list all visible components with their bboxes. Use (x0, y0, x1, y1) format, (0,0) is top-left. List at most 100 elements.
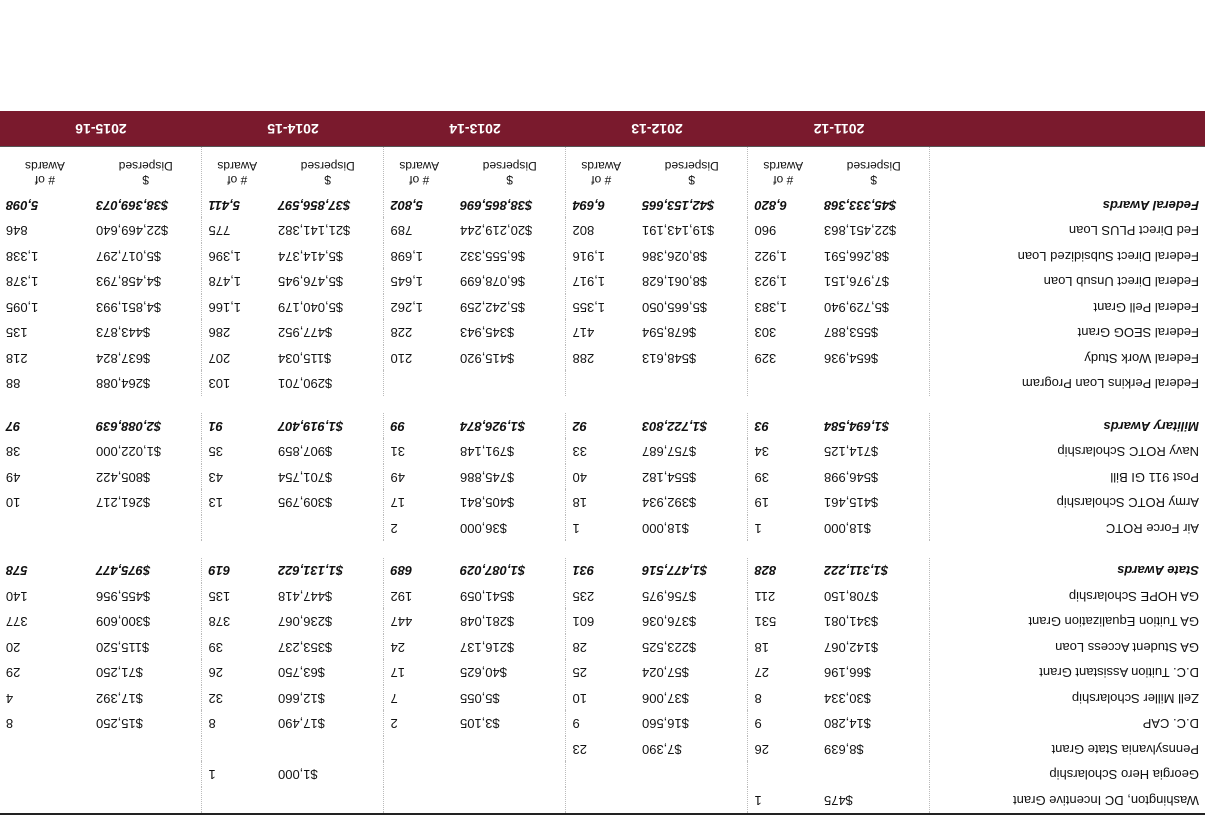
disbursed-cell: $5,017,297 (90, 243, 202, 269)
group-spacer (0, 541, 1205, 558)
row-label: Army ROTC Scholarship (1056, 495, 1199, 511)
awards-cell: 447 (390, 614, 413, 630)
disbursed-cell: $21,141,382 (272, 218, 384, 244)
year-header: 2013-14 (384, 111, 566, 147)
disbursed-cell: $115,520 (90, 634, 202, 660)
disbursed-cell (90, 736, 202, 762)
disbursed-cell: $290,701 (272, 371, 384, 397)
table-row: Federal Perkins Loan Program $290,701 103 $… (0, 371, 1205, 397)
awards-cell: 8 (754, 690, 762, 706)
table-row: Air Force ROTC $18,000 1 $18,000 1 $36,000 2 (0, 515, 1205, 542)
awards-cell: 49 (390, 469, 405, 485)
awards-cell: 31 (390, 444, 405, 460)
awards-cell: 20 (5, 639, 21, 655)
awards-cell (384, 371, 454, 397)
row-label: Air Force ROTC (1105, 520, 1199, 536)
awards-cell (0, 737, 90, 763)
awards-cell: 789 (390, 223, 413, 239)
year-header: 2015-16 (0, 111, 202, 147)
awards-cell: 103 (208, 376, 231, 392)
table-row: GA Student Access Loan $142,067 18 $223,525… (0, 634, 1205, 660)
disbursed-cell: $38,865,696 (454, 192, 566, 218)
awards-cell: 775 (208, 223, 231, 239)
disbursed-cell: $548,613 (636, 345, 748, 371)
disbursed-cell: $701,754 (272, 464, 384, 490)
awards-cell: 228 (390, 325, 413, 341)
awards-cell: 19 (754, 495, 769, 511)
table-row: GA Tuition Equalization Grant $341,081 531… (0, 609, 1205, 635)
awards-cell: 32 (208, 690, 223, 706)
disbursed-cell: $8,061,628 (636, 269, 748, 295)
disbursed-cell: $353,237 (272, 634, 384, 660)
awards-cell: 1,338 (5, 248, 39, 264)
awards-cell: 91 (208, 418, 223, 434)
awards-cell: 286 (208, 325, 231, 341)
awards-cell: 5,411 (208, 197, 241, 213)
disbursed-cell: $2,088,639 (90, 413, 202, 439)
awards-cell: 2 (390, 716, 398, 732)
awards-cell: 1 (572, 520, 580, 536)
awards-cell: 1 (754, 792, 762, 808)
disbursed-cell: $345,943 (454, 320, 566, 346)
awards-cell (566, 371, 636, 397)
section-total-row: State Awards $1,311,222 828 $1,477,516 931 $1… (0, 558, 1205, 584)
disbursed-cell: $6,078,699 (454, 269, 566, 295)
disbursed-cell (636, 787, 748, 814)
disbursed-cell: $757,687 (636, 439, 748, 465)
awards-cell: 10 (572, 690, 587, 706)
disbursed-cell: $38,369,073 (90, 192, 202, 218)
disbursed-cell (90, 762, 202, 788)
disbursed-cell: $1,477,516 (636, 558, 748, 584)
disbursed-cell: $300,609 (90, 609, 202, 635)
awards-cell: 99 (390, 418, 405, 434)
table-row: Navy ROTC Scholarship $714,125 34 $757,687 3… (0, 439, 1205, 465)
table-row: Federal SEOG Grant $553,887 303 $678,594 417… (0, 320, 1205, 346)
disbursed-cell: $37,006 (636, 685, 748, 711)
awards-cell (748, 371, 818, 397)
awards-cell: 846 (5, 223, 28, 239)
disbursed-cell (90, 515, 202, 541)
disbursed-cell: $12,660 (272, 685, 384, 711)
row-label: Federal Direct Subsidized Loan (1017, 248, 1199, 264)
disbursed-cell: $745,886 (454, 464, 566, 490)
awards-cell: 6,820 (754, 197, 788, 213)
awards-cell: 13 (208, 495, 223, 511)
awards-cell: 378 (208, 614, 231, 630)
awards-cell: 207 (208, 350, 231, 366)
disbursed-cell (454, 736, 566, 762)
disbursed-cell: $30,334 (818, 685, 930, 711)
disbursed-cell: $708,150 (818, 583, 930, 609)
awards-header: # of Awards (202, 147, 272, 193)
awards-cell: 4 (5, 690, 14, 706)
disbursed-cell (90, 787, 202, 814)
awards-cell: 8 (208, 716, 216, 732)
year-header-blank (930, 111, 1205, 147)
disbursed-cell: $142,067 (818, 634, 930, 660)
column-subheader-row: $ Dispersed # of Awards $ Dispersed # of Awards… (0, 147, 1205, 193)
awards-cell: 828 (754, 563, 777, 579)
awards-cell: 1,262 (390, 299, 424, 315)
row-label: GA Student Access Loan (1055, 639, 1199, 655)
disbursed-cell: $236,067 (272, 609, 384, 635)
awards-cell: 303 (754, 325, 777, 341)
awards-cell: 27 (754, 665, 769, 681)
table-row: Pennsylvania State Grant $8,639 26 $7,390 23 (0, 736, 1205, 763)
subheader-blank (930, 147, 1205, 193)
disbursed-cell: $281,048 (454, 609, 566, 635)
awards-cell (748, 762, 818, 788)
row-label: Washington, DC Incentive Grant (1013, 792, 1199, 808)
row-label: Federal Perkins Loan Program (1021, 376, 1199, 392)
awards-cell: 6,694 (572, 197, 606, 213)
disbursed-cell (272, 736, 384, 762)
disbursed-cell: $415,461 (818, 490, 930, 516)
awards-cell: 931 (572, 563, 595, 579)
table-row: D.C. Tuition Assistant Grant $66,196 27 $57… (0, 660, 1205, 686)
awards-cell (202, 516, 272, 542)
year-header: 2012-13 (566, 111, 748, 147)
awards-cell: 7 (390, 690, 398, 706)
disbursed-cell: $71,250 (90, 660, 202, 686)
awards-cell: 18 (572, 495, 587, 511)
awards-cell: 25 (572, 665, 587, 681)
awards-cell: 23 (572, 741, 587, 757)
